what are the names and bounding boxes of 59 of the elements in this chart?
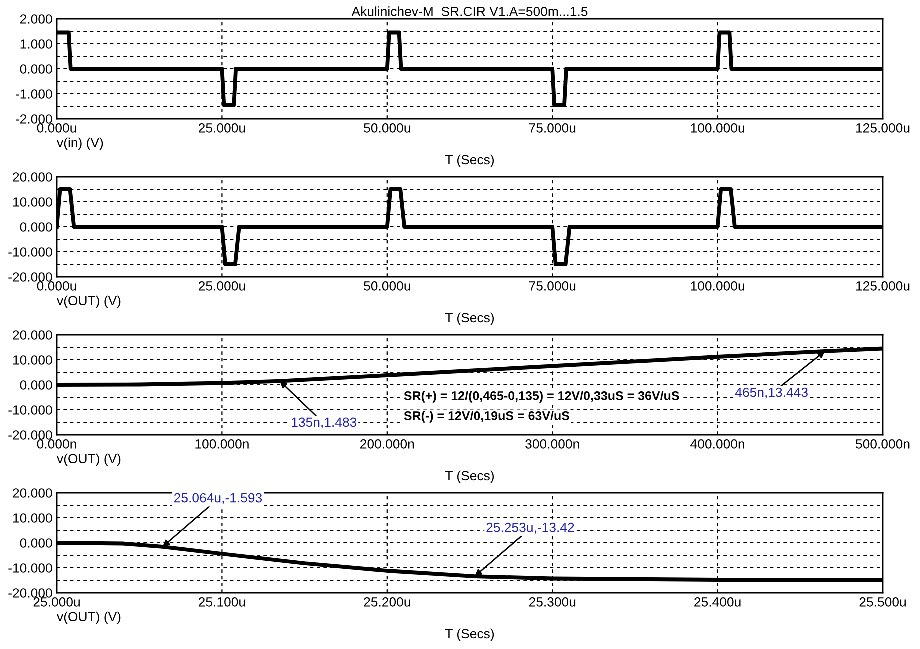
y-tick-label: -10.000 xyxy=(8,248,52,257)
y-tick-label: -2.000 xyxy=(16,114,52,124)
x-tick-label: 0.000u xyxy=(37,282,76,291)
x-axis-title: T (Secs) xyxy=(445,312,494,326)
x-tick-label: 125.000u xyxy=(856,282,910,291)
x-tick-label: 75.000u xyxy=(529,124,576,133)
y-tick-label: 1.000 xyxy=(20,40,52,49)
annotation: 25.064u,-1.593 xyxy=(174,493,262,504)
x-tick-label: 25.100u xyxy=(199,598,246,607)
y-tick-label: -20.000 xyxy=(8,588,52,598)
annotation: SR(-) = 12V/0,19uS = 63V/uS xyxy=(404,411,570,423)
x-tick-label: 100.000u xyxy=(691,124,744,133)
annotation: SR(+) = 12/(0,465-0,135) = 12V/0,33uS = 36V/uS xyxy=(404,391,680,403)
annotation: 25.253u,-13.42 xyxy=(486,522,574,534)
x-tick-label: 25.200u xyxy=(364,598,410,607)
y-tick-label: -20.000 xyxy=(8,430,52,440)
x-tick-label: 25.000u xyxy=(199,282,246,291)
x-tick-label: 25.000u xyxy=(199,124,246,133)
y-tick-label: -20.000 xyxy=(8,272,52,282)
y-tick-label: 10.000 xyxy=(13,356,52,365)
x-tick-label: 500.000n xyxy=(856,440,910,449)
y-tick-label: 10.000 xyxy=(13,198,52,207)
x-tick-label: 100.000u xyxy=(691,282,744,291)
x-tick-label: 50.000u xyxy=(364,124,410,133)
x-tick-label: 25.400u xyxy=(694,598,741,607)
y-tick-label: 20.000 xyxy=(13,330,52,340)
x-axis-title: T (Secs) xyxy=(445,628,494,642)
x-tick-label: 25.000u xyxy=(34,598,80,607)
y-tick-label: 2.000 xyxy=(20,14,52,24)
y-tick-label: 10.000 xyxy=(13,514,52,523)
x-tick-label: 200.000n xyxy=(360,440,414,449)
x-tick-label: 50.000u xyxy=(364,282,410,291)
y-tick-label: 0.000 xyxy=(20,538,52,548)
x-tick-label: 100.000n xyxy=(196,440,249,449)
y-tick-label: -10.000 xyxy=(8,406,52,415)
text: v(in) (V) xyxy=(57,138,104,150)
text: v(OUT) (V) xyxy=(57,296,121,308)
annotation: 135n,1.483 xyxy=(292,418,357,429)
y-tick-label: -10.000 xyxy=(8,564,52,573)
x-axis-title: T (Secs) xyxy=(445,470,494,484)
y-tick-label: 0.000 xyxy=(20,64,52,74)
x-tick-label: 0.000u xyxy=(37,124,76,133)
chart-title: Akulinichev-M_SR.CIR V1.A=500m...1.5 xyxy=(352,6,588,19)
y-tick-label: 20.000 xyxy=(13,172,52,182)
y-tick-label: 0.000 xyxy=(20,380,52,390)
x-tick-label: 25.500u xyxy=(860,598,906,607)
text: v(OUT) (V) xyxy=(57,454,121,466)
x-tick-label: 25.300u xyxy=(529,598,576,607)
text: v(OUT) (V) xyxy=(57,612,121,624)
y-tick-label: 0.000 xyxy=(20,222,52,232)
x-tick-label: 0.000n xyxy=(37,440,76,449)
x-axis-title: T (Secs) xyxy=(445,154,494,168)
x-tick-label: 300.000n xyxy=(526,440,580,449)
y-tick-label: -1.000 xyxy=(16,90,52,99)
x-tick-label: 125.000u xyxy=(856,124,910,133)
y-tick-label: 20.000 xyxy=(13,488,52,498)
x-tick-label: 75.000u xyxy=(529,282,576,291)
annotation: 465n,13.443 xyxy=(735,388,808,399)
x-tick-label: 400.000n xyxy=(690,440,744,449)
